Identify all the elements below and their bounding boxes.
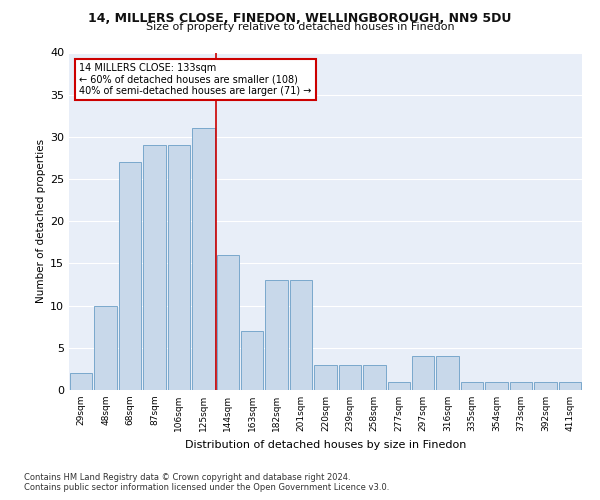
Text: 14, MILLERS CLOSE, FINEDON, WELLINGBOROUGH, NN9 5DU: 14, MILLERS CLOSE, FINEDON, WELLINGBOROU… bbox=[88, 12, 512, 26]
Y-axis label: Number of detached properties: Number of detached properties bbox=[36, 139, 46, 304]
X-axis label: Distribution of detached houses by size in Finedon: Distribution of detached houses by size … bbox=[185, 440, 466, 450]
Text: Size of property relative to detached houses in Finedon: Size of property relative to detached ho… bbox=[146, 22, 454, 32]
Bar bbox=[167, 146, 190, 390]
Bar bbox=[436, 356, 459, 390]
Text: 14 MILLERS CLOSE: 133sqm
← 60% of detached houses are smaller (108)
40% of semi-: 14 MILLERS CLOSE: 133sqm ← 60% of detach… bbox=[79, 62, 311, 96]
Bar bbox=[559, 382, 581, 390]
Bar bbox=[241, 331, 263, 390]
Bar bbox=[388, 382, 410, 390]
Text: Contains HM Land Registry data © Crown copyright and database right 2024.: Contains HM Land Registry data © Crown c… bbox=[24, 472, 350, 482]
Bar bbox=[265, 280, 288, 390]
Bar bbox=[119, 162, 142, 390]
Bar bbox=[534, 382, 557, 390]
Bar bbox=[143, 146, 166, 390]
Bar bbox=[363, 364, 386, 390]
Bar bbox=[217, 255, 239, 390]
Bar bbox=[485, 382, 508, 390]
Bar bbox=[461, 382, 484, 390]
Bar bbox=[412, 356, 434, 390]
Bar bbox=[70, 373, 92, 390]
Text: Contains public sector information licensed under the Open Government Licence v3: Contains public sector information licen… bbox=[24, 482, 389, 492]
Bar bbox=[290, 280, 313, 390]
Bar bbox=[94, 306, 117, 390]
Bar bbox=[338, 364, 361, 390]
Bar bbox=[314, 364, 337, 390]
Bar bbox=[509, 382, 532, 390]
Bar bbox=[192, 128, 215, 390]
